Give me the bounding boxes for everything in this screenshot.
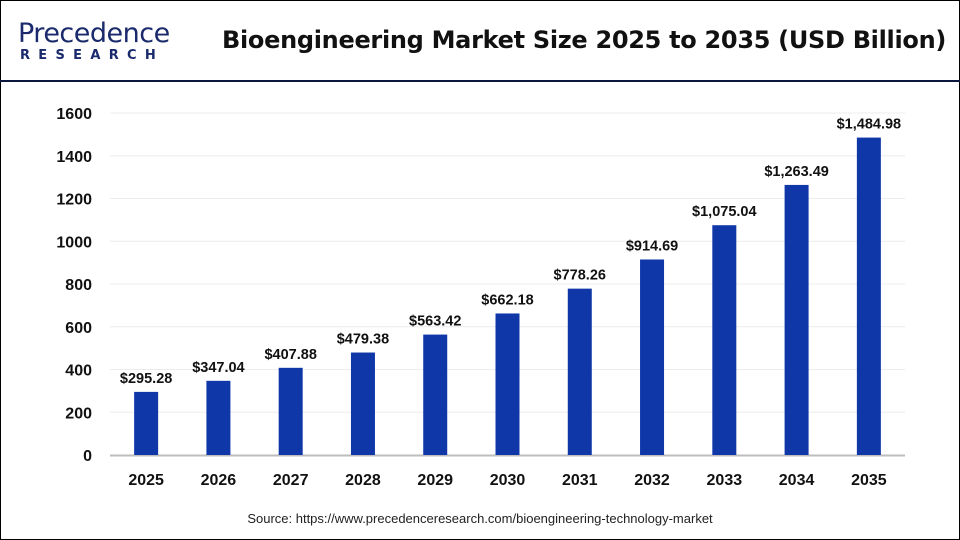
logo-main-text: Precedence	[18, 18, 170, 49]
bar-2034	[784, 184, 809, 455]
y-tick-label: 1600	[56, 106, 92, 123]
data-label: $778.26	[554, 268, 606, 284]
x-tick-label: 2031	[562, 472, 598, 489]
bar-2033	[712, 225, 737, 455]
x-tick-label: 2029	[417, 472, 453, 489]
x-tick-label: 2032	[634, 472, 670, 489]
data-label: $662.18	[481, 292, 533, 308]
bar-2030	[495, 313, 520, 455]
x-tick-label: 2026	[201, 472, 237, 489]
x-tick-label: 2033	[707, 472, 743, 489]
x-tick-label: 2030	[490, 472, 526, 489]
data-label: $479.38	[337, 332, 389, 348]
source-text: Source: https://www.precedenceresearch.c…	[247, 511, 713, 526]
x-tick-label: 2034	[779, 472, 815, 489]
logo: Precedence RESEARCH	[18, 20, 170, 64]
y-tick-label: 1200	[56, 192, 92, 209]
bar-2025	[134, 391, 159, 455]
y-tick-label: 0	[83, 448, 92, 465]
bar-2028	[350, 352, 375, 455]
data-label: $407.88	[264, 347, 316, 363]
data-label: $563.42	[409, 314, 461, 330]
data-label: $1,263.49	[764, 164, 829, 180]
x-tick-label: 2035	[851, 472, 887, 489]
header-divider	[0, 80, 960, 82]
chart-title: Bioengineering Market Size 2025 to 2035 …	[222, 26, 947, 54]
data-label: $295.28	[120, 371, 172, 387]
bar-2031	[567, 288, 592, 455]
bar-2032	[640, 259, 665, 455]
data-label: $914.69	[626, 238, 678, 254]
y-tick-label: 200	[65, 405, 92, 422]
bar-2029	[423, 334, 448, 455]
data-label: $347.04	[192, 360, 244, 376]
y-tick-label: 1400	[56, 149, 92, 166]
data-label: $1,484.98	[837, 117, 902, 133]
bar-2035	[856, 137, 881, 456]
y-tick-label: 1000	[56, 234, 92, 251]
x-tick-label: 2025	[128, 472, 164, 489]
logo-sub-text: RESEARCH	[20, 48, 165, 63]
y-tick-label: 800	[65, 277, 92, 294]
y-tick-label: 400	[65, 363, 92, 380]
y-tick-label: 600	[65, 320, 92, 337]
x-tick-label: 2027	[273, 472, 309, 489]
bar-2027	[278, 367, 303, 455]
x-tick-label: 2028	[345, 472, 381, 489]
data-label: $1,075.04	[692, 204, 757, 220]
bar-2026	[206, 380, 231, 455]
